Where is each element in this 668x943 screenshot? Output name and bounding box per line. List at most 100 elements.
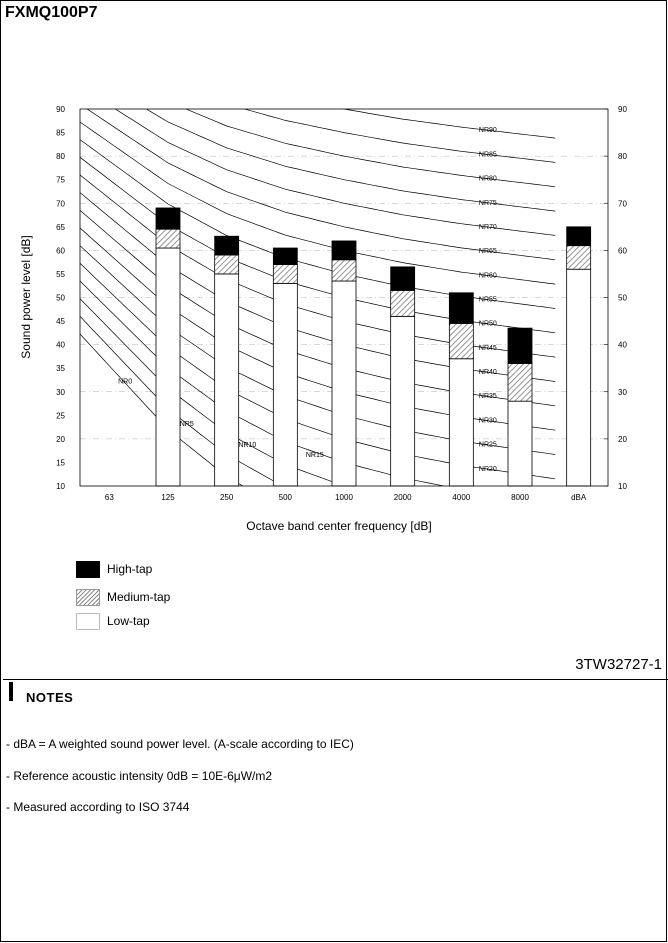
- nr-curve-label: NR5: [180, 421, 194, 428]
- nr-curve: [114, 109, 556, 236]
- y-tick-label-right: 80: [618, 152, 627, 161]
- nr-curve-label: NR25: [479, 442, 497, 449]
- nr-curve-label: NR55: [479, 297, 497, 304]
- y-tick-label-right: 20: [618, 435, 627, 444]
- y-tick-label: 75: [56, 176, 65, 185]
- nr-curve-label: NR75: [479, 200, 497, 207]
- bar-medium-tap: [214, 254, 240, 275]
- bar-high-tap: [507, 327, 533, 364]
- y-tick-label: 25: [56, 411, 65, 420]
- page-title: FXMQ100P7: [5, 4, 98, 21]
- nr-curve: [86, 109, 556, 261]
- x-tick-label: 250: [220, 493, 234, 502]
- x-tick-label: 4000: [452, 493, 470, 502]
- legend-label-medium: Medium-tap: [107, 590, 171, 604]
- nr-curve-label: NR10: [238, 442, 256, 449]
- y-tick-label-right: 50: [618, 294, 627, 303]
- bar-medium-tap: [331, 259, 357, 282]
- y-tick-label: 45: [56, 317, 65, 326]
- y-tick-label: 60: [56, 246, 65, 255]
- y-tick-label: 70: [56, 199, 65, 208]
- nr-curve: [185, 109, 556, 188]
- legend-item-low: Low-tap: [76, 612, 150, 630]
- y-tick-label: 35: [56, 364, 65, 373]
- y-tick-label: 50: [56, 294, 65, 303]
- nr-curve: [80, 121, 556, 285]
- bar-low-tap: [155, 247, 181, 487]
- y-tick-label: 15: [56, 458, 65, 467]
- y-tick-label-right: 30: [618, 388, 627, 397]
- nr-curve: [243, 109, 556, 163]
- y-tick-label: 40: [56, 341, 65, 350]
- nr-curve-label: NR45: [479, 345, 497, 352]
- y-tick-label: 90: [56, 105, 65, 114]
- bar-high-tap: [331, 240, 357, 261]
- y-tick-label: 85: [56, 129, 65, 138]
- x-tick-label: 2000: [394, 493, 412, 502]
- nr-curve-label: NR65: [479, 248, 497, 255]
- bar-low-tap: [507, 400, 533, 487]
- bar-high-tap: [272, 247, 298, 265]
- bar-low-tap: [566, 268, 592, 487]
- notes-heading: NOTES: [26, 690, 74, 705]
- notes-marker: [9, 682, 13, 701]
- nr-curve-label: NR30: [479, 417, 497, 424]
- y-tick-label: 65: [56, 223, 65, 232]
- nr-curve: [145, 109, 556, 212]
- x-tick-label: 500: [279, 493, 293, 502]
- nr-curve-label: NR70: [479, 224, 497, 231]
- bar-medium-tap: [272, 264, 298, 284]
- nr-curve-label: NR50: [479, 321, 497, 328]
- plot-area-border: [79, 108, 609, 487]
- nr-curve-label: NR20: [479, 466, 497, 473]
- legend-item-high: High-tap: [76, 560, 152, 578]
- note-item: - Reference acoustic intensity 0dB = 10E…: [6, 769, 273, 783]
- nr-curve-label: NR15: [306, 452, 324, 459]
- y-tick-label: 10: [56, 482, 65, 491]
- bar-medium-tap: [566, 245, 592, 270]
- x-tick-label: 125: [161, 493, 175, 502]
- nr-curve-label: NR85: [479, 151, 497, 158]
- nr-curve-label: NR40: [479, 369, 497, 376]
- x-tick-label: 8000: [511, 493, 529, 502]
- nr-curve-label: NR80: [479, 176, 497, 183]
- y-tick-label-right: 10: [618, 482, 627, 491]
- y-axis-label: Sound power level [dB]: [19, 235, 33, 358]
- legend-swatch-low: [76, 612, 100, 630]
- note-item: - dBA = A weighted sound power level. (A…: [6, 737, 354, 751]
- legend-swatch-medium: [76, 588, 100, 606]
- x-tick-label: 63: [105, 493, 114, 502]
- document-code: 3TW32727-1: [575, 656, 662, 673]
- note-item: - Measured according to ISO 3744: [6, 800, 190, 814]
- nr-curve-label: NR0: [118, 378, 132, 385]
- legend-label-low: Low-tap: [107, 614, 150, 628]
- bar-high-tap: [155, 207, 181, 230]
- bar-low-tap: [214, 273, 240, 487]
- x-tick-label: dBA: [571, 493, 587, 502]
- bar-high-tap: [566, 226, 592, 247]
- x-axis-label: Octave band center frequency [dB]: [246, 519, 431, 533]
- nr-curve-label: NR60: [479, 272, 497, 279]
- bar-low-tap: [390, 315, 416, 487]
- bar-medium-tap: [390, 290, 416, 317]
- bar-medium-tap: [507, 363, 533, 402]
- y-tick-label-right: 40: [618, 341, 627, 350]
- legend-item-medium: Medium-tap: [76, 588, 170, 606]
- bar-high-tap: [390, 266, 416, 291]
- y-tick-label: 20: [56, 435, 65, 444]
- bar-low-tap: [448, 358, 474, 487]
- sound-power-chart: 10 15 20 25 30 35 40 45 50 55 60 65 70 75 80 85 90 10 20 30…: [19, 105, 627, 533]
- nr-curve-label: NR35: [479, 393, 497, 400]
- bar-medium-tap: [448, 323, 474, 360]
- bar-low-tap: [272, 282, 298, 487]
- bar-high-tap: [448, 292, 474, 324]
- y-tick-label: 30: [56, 388, 65, 397]
- bar-high-tap: [214, 235, 240, 256]
- y-tick-label-right: 60: [618, 246, 627, 255]
- bar-low-tap: [331, 280, 357, 487]
- nr-curve: [342, 109, 556, 139]
- y-tick-label: 55: [56, 270, 65, 279]
- legend-label-high: High-tap: [107, 562, 153, 576]
- x-tick-label: 1000: [335, 493, 353, 502]
